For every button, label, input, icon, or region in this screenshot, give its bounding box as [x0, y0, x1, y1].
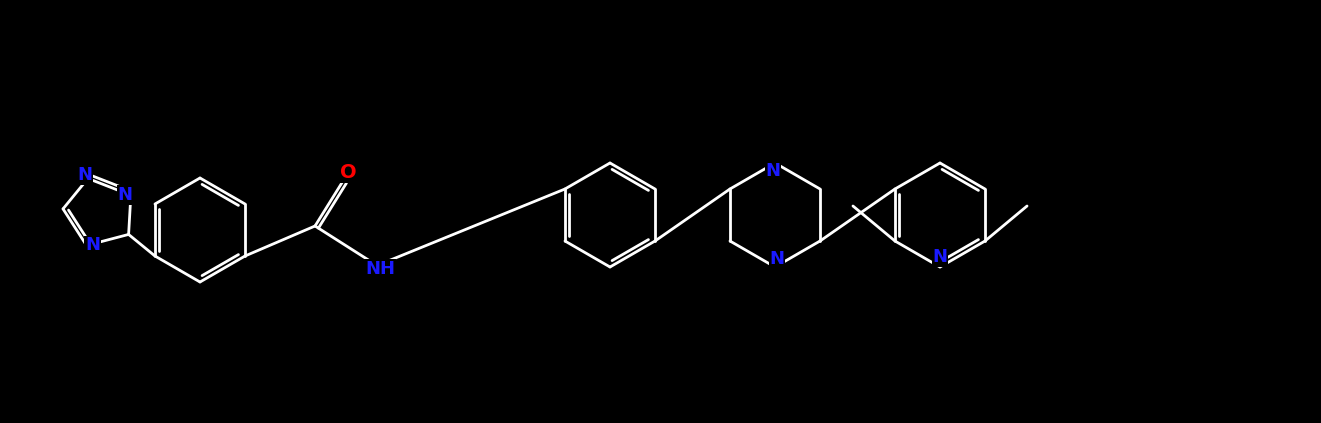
Text: N: N	[933, 248, 947, 266]
Text: N: N	[77, 166, 92, 184]
Text: N: N	[85, 236, 100, 255]
Text: O: O	[339, 164, 357, 182]
Text: N: N	[118, 186, 132, 204]
Text: N: N	[765, 162, 781, 180]
Text: NH: NH	[365, 260, 395, 278]
Text: N: N	[770, 250, 785, 268]
